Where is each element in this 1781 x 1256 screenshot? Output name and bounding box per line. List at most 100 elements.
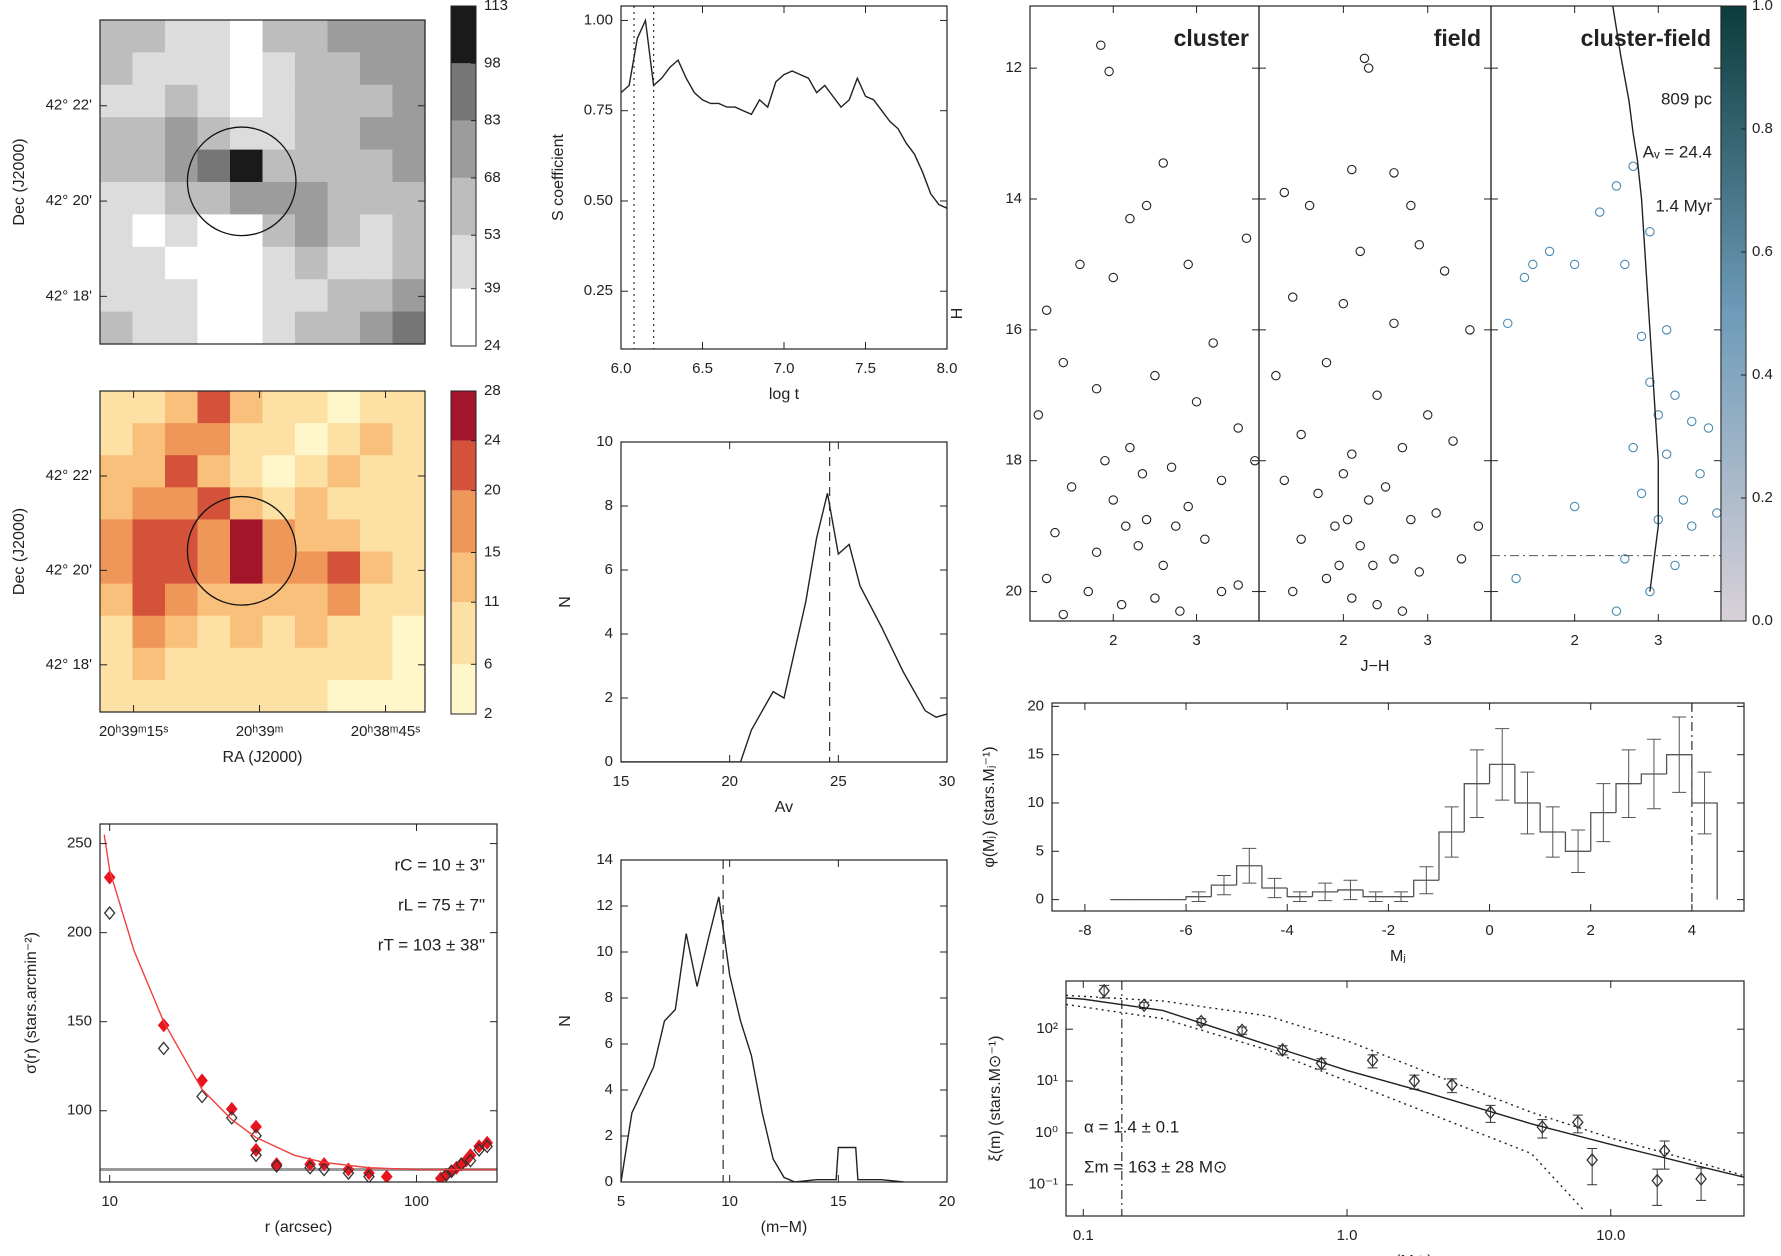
marker (1611, 181, 1622, 191)
y-tick-label: 12 (1005, 59, 1022, 76)
marker (1216, 586, 1227, 597)
marker (1321, 357, 1332, 368)
marker (1233, 423, 1243, 433)
map-cell (295, 551, 329, 585)
y-tick-label: 0 (605, 1173, 613, 1190)
marker (1287, 586, 1298, 597)
colorbar-tick-label: 0.4 (1752, 366, 1773, 383)
y-axis-title: Dec (J2000) (11, 508, 28, 595)
error-bar (1469, 749, 1484, 818)
map-cell (132, 423, 166, 456)
map-cell (230, 20, 264, 53)
annotation: rT = 103 ± 38" (378, 935, 485, 954)
map-cell (165, 455, 199, 488)
y-tick-label: 4 (605, 1081, 613, 1098)
map-cell (132, 647, 166, 681)
marker (1098, 983, 1111, 998)
y-tick-label: 0.25 (584, 282, 613, 299)
map-cell (327, 679, 361, 713)
marker (1651, 1173, 1664, 1188)
marker (1355, 541, 1365, 551)
line (1066, 997, 1744, 1178)
plot-frame (620, 859, 948, 1183)
marker (157, 1018, 170, 1033)
map-cell (100, 519, 134, 553)
map-cell (197, 519, 231, 553)
map-cell (197, 246, 231, 280)
map-cell (360, 182, 394, 215)
marker (1678, 495, 1689, 505)
map-cell (230, 551, 264, 585)
histogram-bin (1564, 831, 1591, 852)
histogram-bin (1261, 865, 1288, 889)
map-cell (295, 647, 329, 681)
y-tick-label: 12 (596, 897, 613, 914)
colorbar-tick-label: 2 (484, 705, 492, 722)
marker (1279, 187, 1290, 198)
map-cell (100, 84, 134, 118)
map-cell (262, 423, 296, 456)
map-cell (295, 117, 329, 151)
colorbar-tick-label: 113 (484, 0, 508, 14)
x-tick-label: 3 (1424, 632, 1432, 649)
map-cell (392, 519, 426, 553)
marker (1137, 469, 1148, 479)
y-tick-label: 0.75 (584, 102, 613, 119)
y-tick-label: 42° 18' (46, 287, 93, 304)
map-cell (132, 615, 166, 649)
map-cell (327, 647, 361, 681)
map-cell (295, 182, 329, 215)
map-cell (132, 214, 166, 248)
plot-area (100, 834, 497, 1182)
marker (1502, 318, 1513, 329)
map-cell (132, 52, 166, 86)
marker (1191, 397, 1202, 407)
map-cell (132, 487, 166, 520)
marker (1108, 272, 1119, 283)
marker (1279, 475, 1290, 486)
map-cell (295, 84, 329, 118)
y-tick-label: 10 (596, 943, 613, 960)
map-cell (295, 279, 329, 313)
map-cell (165, 519, 199, 553)
line (621, 17, 947, 209)
marker (1041, 573, 1052, 584)
colorbar-band (451, 664, 476, 714)
histogram-bin (1539, 802, 1566, 833)
y-tick-label: 6 (605, 1035, 613, 1052)
map-cell (197, 647, 231, 681)
colorbar-tick-label: 0.2 (1752, 489, 1773, 506)
map-cell (392, 615, 426, 649)
error-bar (1216, 874, 1231, 896)
marker (1158, 158, 1168, 168)
marker (1347, 449, 1357, 459)
map-cell (230, 182, 264, 215)
map-cell (165, 615, 199, 649)
map-cell (230, 519, 264, 553)
colorbar-tick-label: 11 (484, 593, 500, 610)
annotation: Σm = 163 ± 28 M⊙ (1084, 1157, 1227, 1176)
histogram-bin (1337, 889, 1364, 892)
marker (1150, 370, 1160, 381)
y-tick-label: 150 (67, 1013, 92, 1030)
plot-area (1271, 53, 1484, 616)
y-tick-label: 10 (596, 433, 613, 450)
map-cell (165, 182, 199, 215)
map-cell (262, 391, 296, 424)
marker (1250, 455, 1259, 466)
marker (1200, 534, 1210, 544)
marker (1096, 40, 1106, 51)
marker (1661, 449, 1672, 459)
error-bar (1672, 716, 1687, 793)
marker (1397, 442, 1408, 453)
map-cell (132, 583, 166, 617)
histogram-bin (1210, 884, 1237, 897)
histogram-bin (1185, 896, 1212, 900)
x-tick-label: 1.0 (1337, 1227, 1358, 1244)
y-axis-title: φ(Mⱼ) (stars.Mⱼ⁻¹) (981, 746, 998, 867)
marker (1150, 593, 1160, 603)
marker (103, 906, 116, 921)
marker (1296, 429, 1306, 440)
line (621, 493, 947, 762)
